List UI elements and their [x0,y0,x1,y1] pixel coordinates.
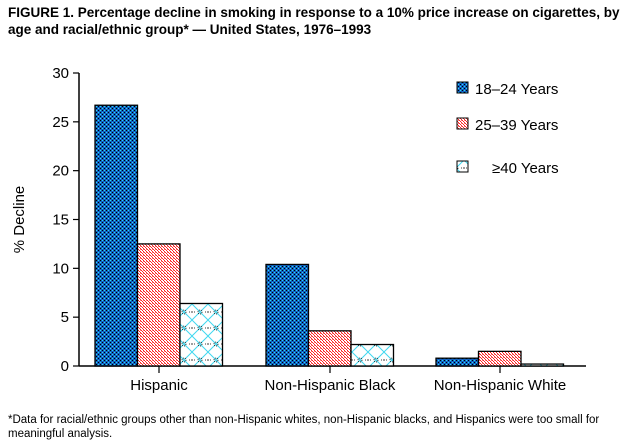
bar [435,357,480,367]
chart-title: FIGURE 1. Percentage decline in smoking … [8,5,620,37]
legend-swatch [456,160,469,173]
legend-label: 18–24 Years [475,81,558,98]
y-tick-label: 30 [52,65,69,82]
y-tick-label: 15 [52,212,69,229]
bar [136,243,181,367]
bar [94,104,139,367]
bar [265,263,310,367]
legend-label: 25–39 Years [475,117,558,134]
bar [350,343,395,367]
y-tick-label: 10 [52,260,69,277]
bar [477,350,522,367]
bar [520,363,565,367]
y-tick-label: 25 [52,114,69,131]
y-axis-label: % Decline [11,186,28,254]
x-tick-label: Non-Hispanic White [434,377,567,394]
bar [307,330,352,367]
y-tick-label: 0 [61,358,69,375]
footnote: *Data for racial/ethnic groups other tha… [8,414,600,440]
x-tick-label: Hispanic [130,377,188,394]
y-tick-label: 5 [61,309,69,326]
x-tick-label: Non-Hispanic Black [265,377,396,394]
legend-swatch [456,117,469,130]
y-tick-label: 20 [52,163,69,180]
legend-swatch [456,81,469,94]
bar [179,302,224,367]
legend-label: ≥40 Years [492,160,559,177]
